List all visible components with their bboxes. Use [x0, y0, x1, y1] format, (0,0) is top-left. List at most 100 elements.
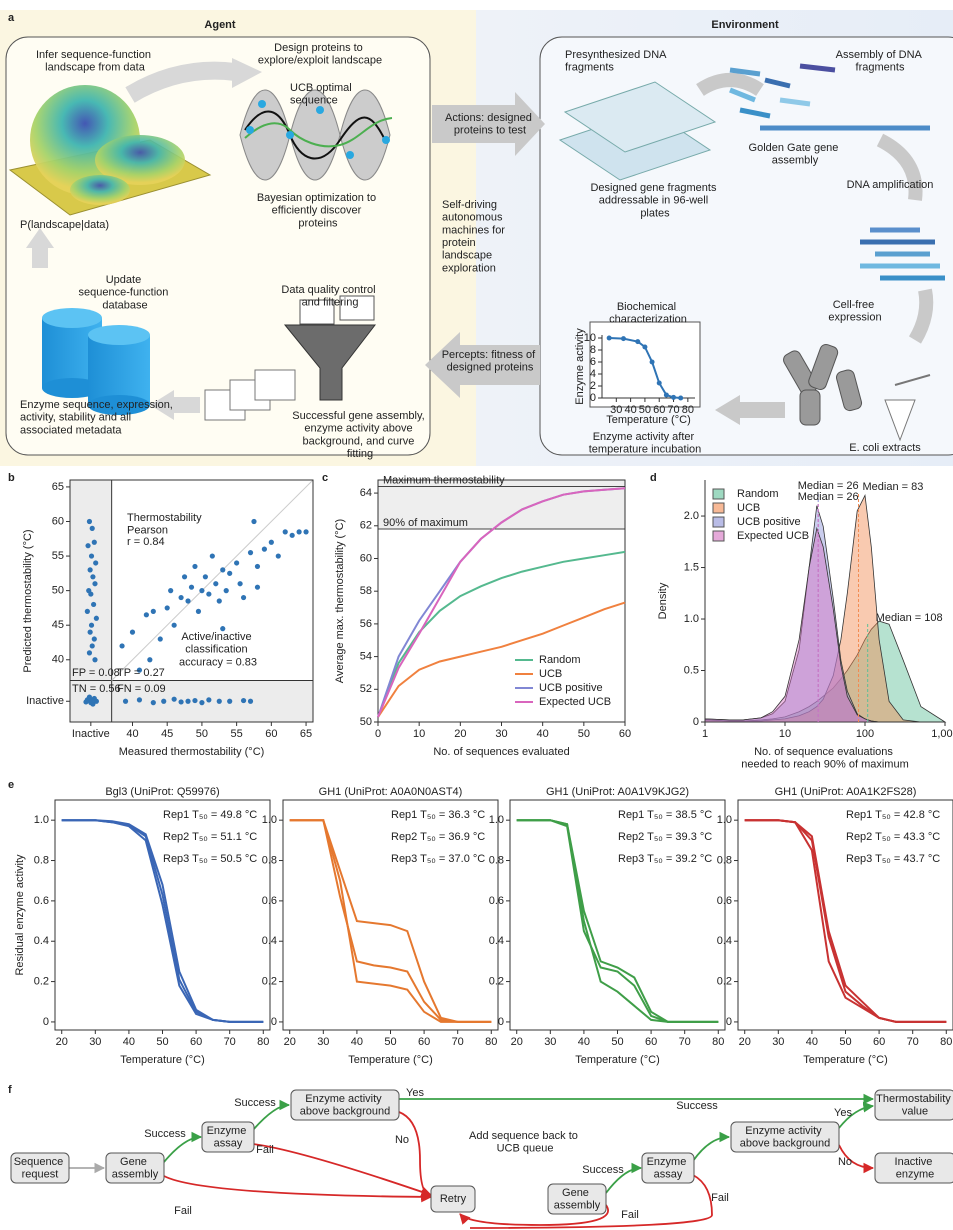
data-point [92, 540, 97, 545]
x-tick-label: 60 [265, 728, 277, 740]
diagram-text: E. coli extracts [849, 442, 921, 454]
annotation: Rep1 T₅₀ = 49.8 °C [163, 809, 257, 821]
x-tick-label: 50 [196, 728, 208, 740]
y-tick-label: 1.0 [717, 814, 732, 826]
y-axis-label: Predicted thermostability (°C) [22, 529, 34, 672]
annotation: Rep3 T₅₀ = 43.7 °C [846, 853, 940, 865]
data-point [192, 564, 197, 569]
x-tick-label: 80 [257, 1036, 269, 1048]
y-tick-label: 56 [360, 618, 372, 630]
data-line [290, 820, 492, 1022]
x-tick-label: 20 [56, 1036, 68, 1048]
edge-label: No [838, 1156, 852, 1168]
y-tick-label: 1.5 [684, 561, 699, 573]
data-point [206, 697, 211, 702]
y-tick-label: 50 [52, 585, 64, 597]
y-tick-label: 0 [498, 1016, 504, 1028]
y-tick-label: 0.6 [34, 895, 49, 907]
y-tick-label: 2 [590, 380, 596, 392]
reference-label: Maximum thermostability [383, 474, 505, 486]
annotation: r = 0.84 [127, 536, 165, 548]
y-tick-label: 0 [43, 1016, 49, 1028]
edge-label: Success [234, 1097, 276, 1109]
x-tick-label: 1 [702, 728, 708, 740]
x-tick-label: 20 [454, 728, 466, 740]
x-axis-label: No. of sequences evaluated [433, 746, 569, 758]
data-point [182, 574, 187, 579]
section-title: Agent [204, 19, 236, 31]
data-point [83, 699, 88, 704]
data-point [269, 540, 274, 545]
edge-label: Fail [174, 1205, 192, 1217]
legend-label: Random [539, 654, 581, 666]
x-axis-label: No. of sequence evaluations needed to re… [741, 746, 909, 771]
diagram-text: Percepts: fitness of designed proteins [442, 349, 539, 374]
data-point [89, 553, 94, 558]
data-line [290, 820, 492, 1022]
diagram-text: Actions: designed proteins to test [445, 112, 535, 137]
y-tick-label: 0.4 [489, 935, 504, 947]
y-tick-label: 0.6 [262, 895, 277, 907]
data-point [130, 630, 135, 635]
annotation: Rep3 T₅₀ = 39.2 °C [618, 853, 712, 865]
data-point [88, 591, 93, 596]
x-tick-label: 40 [351, 1036, 363, 1048]
x-tick-label: 60 [645, 1036, 657, 1048]
y-tick-label: 0.8 [489, 854, 504, 866]
data-point [290, 533, 295, 538]
data-point [92, 581, 97, 586]
flow-node-label: Retry [440, 1193, 467, 1205]
data-point [178, 595, 183, 600]
edge-label: Fail [621, 1209, 639, 1221]
data-point [87, 519, 92, 524]
y-tick-label: 0 [590, 392, 596, 404]
y-tick-label: 4 [590, 368, 596, 380]
annotation: Rep1 T₅₀ = 38.5 °C [618, 809, 712, 821]
y-axis-label: Residual enzyme activity [14, 854, 26, 976]
data-point [119, 643, 124, 648]
y-tick-label: 0.4 [717, 935, 732, 947]
data-point [161, 699, 166, 704]
median-label: Median = 83 [863, 481, 924, 493]
y-tick-label: 62 [360, 520, 372, 532]
y-tick-label: 52 [360, 683, 372, 695]
y-tick-label: 40 [52, 654, 64, 666]
x-tick-label: 40 [578, 1036, 590, 1048]
annotation: TP = 0.27 [117, 667, 165, 679]
edge-label: Success [582, 1164, 624, 1176]
panel-label: c [322, 472, 328, 484]
data-point [199, 588, 204, 593]
legend-label: Expected UCB [539, 696, 611, 708]
y-tick-label: 0.2 [262, 975, 277, 987]
legend-label: Expected UCB [737, 530, 809, 542]
y-tick-label: 0.4 [34, 935, 49, 947]
y-tick-label: 0 [693, 716, 699, 728]
x-axis-label: Temperature (°C) [348, 1054, 432, 1066]
y-tick-label: 0.8 [262, 854, 277, 866]
data-point [664, 393, 669, 398]
data-point [210, 553, 215, 558]
data-point [635, 339, 640, 344]
data-point [185, 699, 190, 704]
data-point [192, 698, 197, 703]
data-point [276, 553, 281, 558]
data-point [178, 699, 183, 704]
x-tick-label: 20 [284, 1036, 296, 1048]
section-title: Environment [711, 19, 779, 31]
data-point [650, 360, 655, 365]
x-tick-label: 70 [224, 1036, 236, 1048]
data-point [206, 591, 211, 596]
data-point [251, 519, 256, 524]
annotation: Thermostability Pearson [127, 512, 205, 537]
y-tick-label: 0.2 [489, 975, 504, 987]
data-point [92, 657, 97, 662]
chart-title: Bgl3 (UniProt: Q59976) [105, 786, 219, 798]
legend-label: UCB [539, 668, 562, 680]
data-point [241, 698, 246, 703]
annotation: Rep1 T₅₀ = 36.3 °C [391, 809, 485, 821]
y-tick-label: 54 [360, 651, 372, 663]
data-point [303, 529, 308, 534]
y-tick-label: 60 [52, 515, 64, 527]
x-tick-label: Inactive [72, 728, 110, 740]
data-point [91, 602, 96, 607]
